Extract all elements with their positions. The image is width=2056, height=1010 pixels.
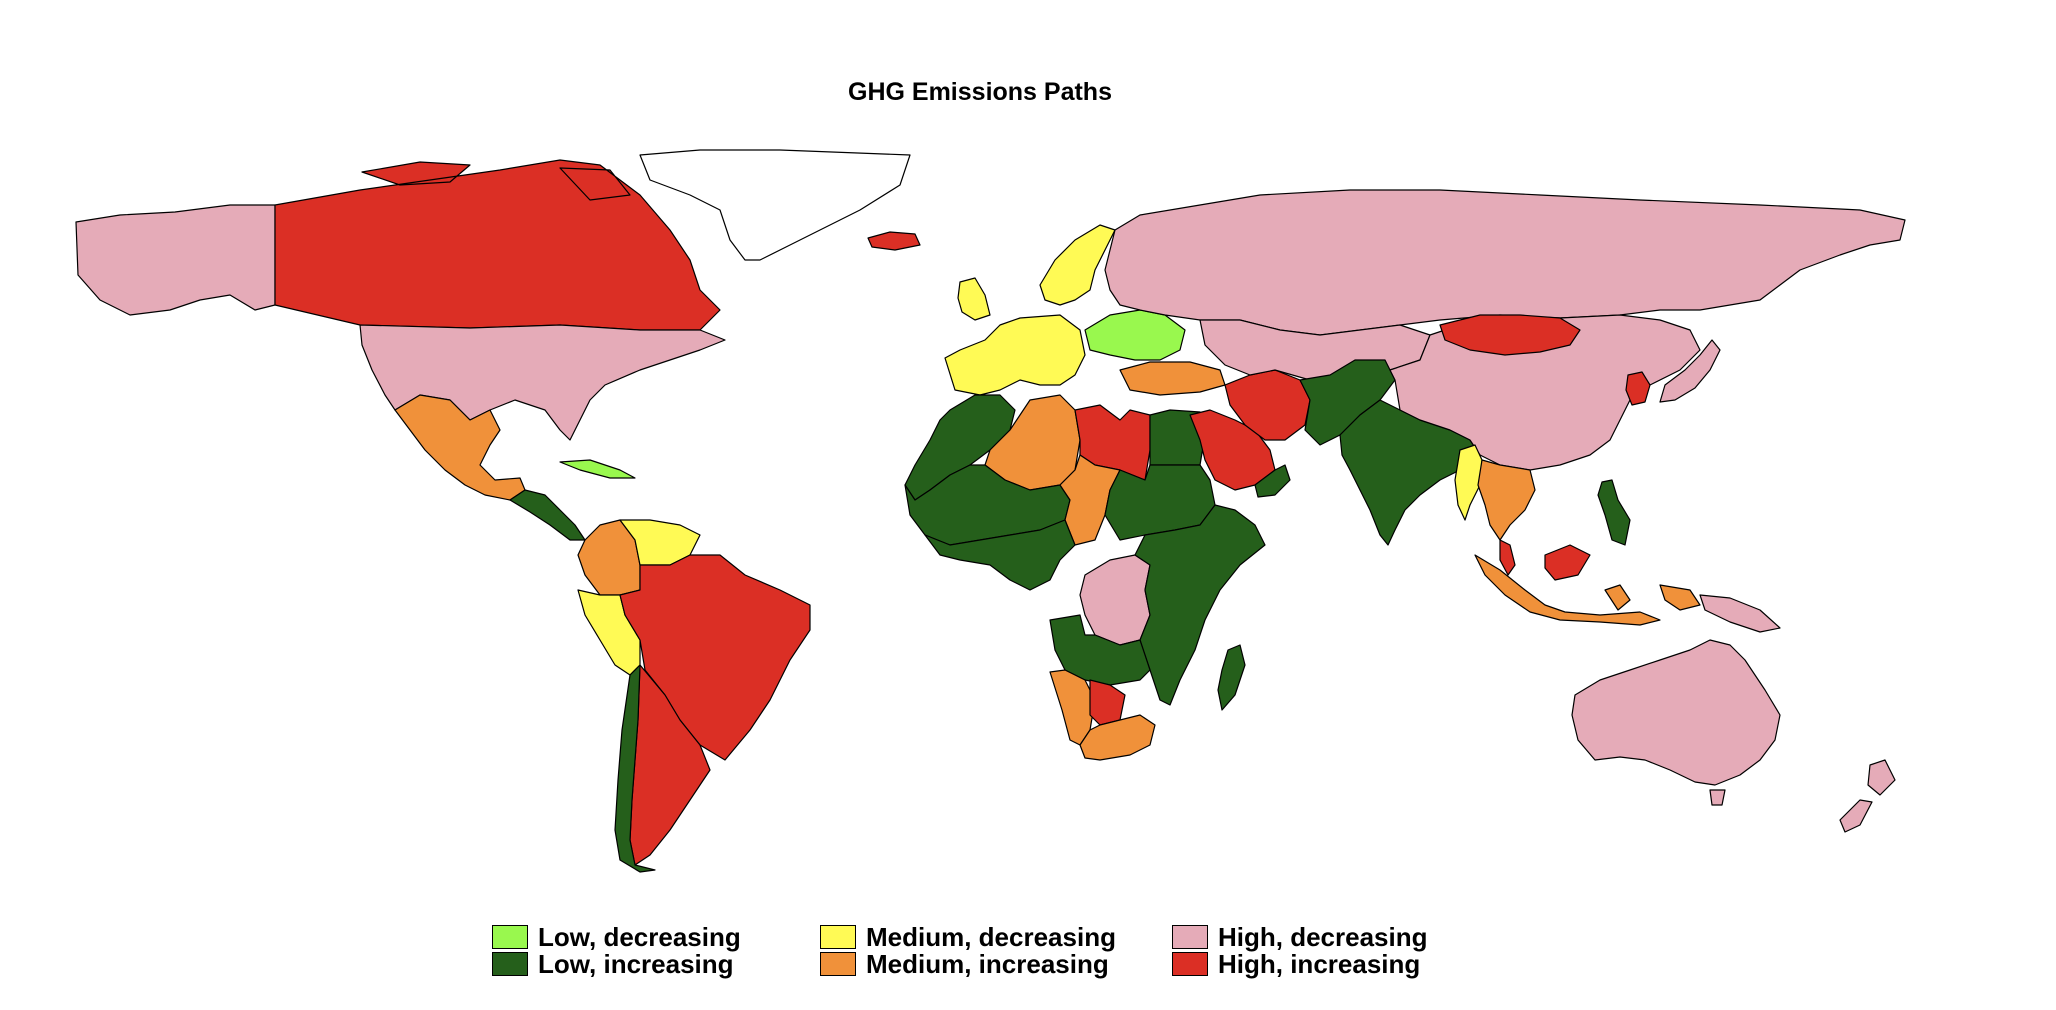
legend-swatch-high-decreasing (1172, 925, 1208, 949)
legend-label-low-increasing: Low, increasing (538, 948, 734, 979)
region-greenland (639, 149, 911, 261)
legend-label-low-decreasing: Low, decreasing (538, 921, 741, 952)
legend-label-high-decreasing: High, decreasing (1218, 921, 1428, 952)
map-title: GHG Emissions Paths (848, 78, 1112, 106)
region-alaska (75, 204, 276, 316)
region-iceland (867, 231, 921, 251)
region-cuba (559, 459, 636, 479)
region-west-africa (924, 519, 1076, 591)
legend-item-high-increasing: High, increasing (1172, 948, 1421, 979)
region-mexico (394, 394, 526, 501)
region-east-africa (1134, 504, 1266, 706)
region-scandinavia (1039, 224, 1116, 306)
region-southeast-asia (1477, 459, 1536, 541)
legend-item-medium-increasing: Medium, increasing (820, 948, 1109, 979)
legend-swatch-high-increasing (1172, 952, 1208, 976)
region-russia (1104, 189, 1906, 336)
map-legend: Low, decreasing Low, increasing Medium, … (492, 918, 1472, 980)
region-canada (274, 159, 721, 331)
region-oman (1254, 464, 1291, 498)
region-new-zealand (1839, 759, 1896, 833)
legend-label-medium-increasing: Medium, increasing (866, 948, 1109, 979)
region-mongolia (1439, 314, 1581, 356)
legend-swatch-medium-increasing (820, 952, 856, 976)
region-myanmar (1454, 444, 1483, 521)
legend-item-low-increasing: Low, increasing (492, 948, 734, 979)
region-philippines (1597, 479, 1631, 546)
region-madagascar (1217, 644, 1246, 711)
region-malaysia (1499, 539, 1591, 581)
region-korea (1625, 371, 1651, 406)
region-chile (614, 664, 656, 873)
legend-item-medium-decreasing: Medium, decreasing (820, 921, 1116, 952)
region-chad (1059, 454, 1121, 546)
legend-item-high-decreasing: High, decreasing (1172, 921, 1428, 952)
region-indonesia (1474, 554, 1701, 626)
legend-item-low-decreasing: Low, decreasing (492, 921, 741, 952)
legend-label-medium-decreasing: Medium, decreasing (866, 921, 1116, 952)
region-libya (1074, 404, 1151, 481)
region-south-africa (1079, 714, 1156, 761)
region-dr-congo (1079, 554, 1151, 646)
region-papua (1699, 594, 1781, 633)
region-turkey (1119, 361, 1226, 396)
region-eastern-europe (1084, 309, 1186, 361)
region-brazil (619, 554, 811, 761)
region-japan (1659, 339, 1721, 403)
region-western-europe (944, 314, 1086, 396)
world-map (75, 149, 1906, 873)
legend-swatch-medium-decreasing (820, 925, 856, 949)
legend-swatch-low-increasing (492, 952, 528, 976)
region-uk (957, 277, 991, 321)
region-botswana (1089, 679, 1126, 726)
region-australia (1571, 639, 1781, 806)
region-central-america (509, 489, 586, 541)
legend-swatch-low-decreasing (492, 925, 528, 949)
legend-label-high-increasing: High, increasing (1218, 948, 1421, 979)
